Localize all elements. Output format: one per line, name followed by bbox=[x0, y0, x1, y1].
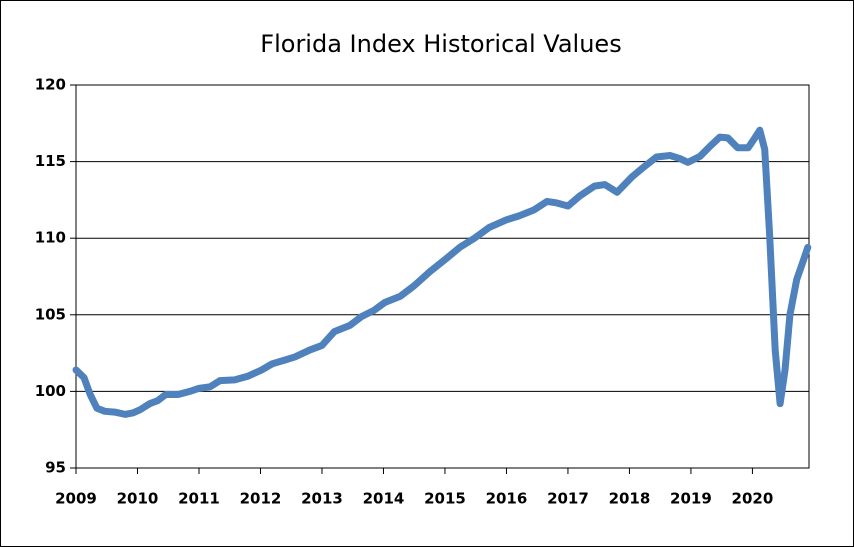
x-tick-label: 2011 bbox=[178, 490, 220, 508]
y-tick-label: 95 bbox=[45, 459, 66, 477]
x-tick-label: 2012 bbox=[240, 490, 282, 508]
x-tick-label: 2013 bbox=[301, 490, 343, 508]
x-tick-label: 2009 bbox=[55, 490, 97, 508]
y-tick-label: 110 bbox=[35, 229, 66, 247]
y-tick-label: 120 bbox=[35, 76, 66, 94]
y-tick-label: 100 bbox=[35, 382, 66, 400]
x-tick-label: 2016 bbox=[486, 490, 528, 508]
x-tick-label: 2019 bbox=[670, 490, 712, 508]
x-tick-label: 2018 bbox=[609, 490, 651, 508]
x-tick-label: 2020 bbox=[732, 490, 774, 508]
x-tick-label: 2015 bbox=[424, 490, 466, 508]
data-line bbox=[72, 126, 812, 418]
plot-area bbox=[75, 84, 810, 469]
x-tick-label: 2010 bbox=[117, 490, 159, 508]
x-tick-label: 2014 bbox=[363, 490, 405, 508]
y-tick-label: 115 bbox=[35, 152, 66, 170]
chart-title: Florida Index Historical Values bbox=[260, 30, 621, 58]
y-tick-label: 105 bbox=[35, 305, 66, 323]
x-tick-label: 2017 bbox=[547, 490, 589, 508]
